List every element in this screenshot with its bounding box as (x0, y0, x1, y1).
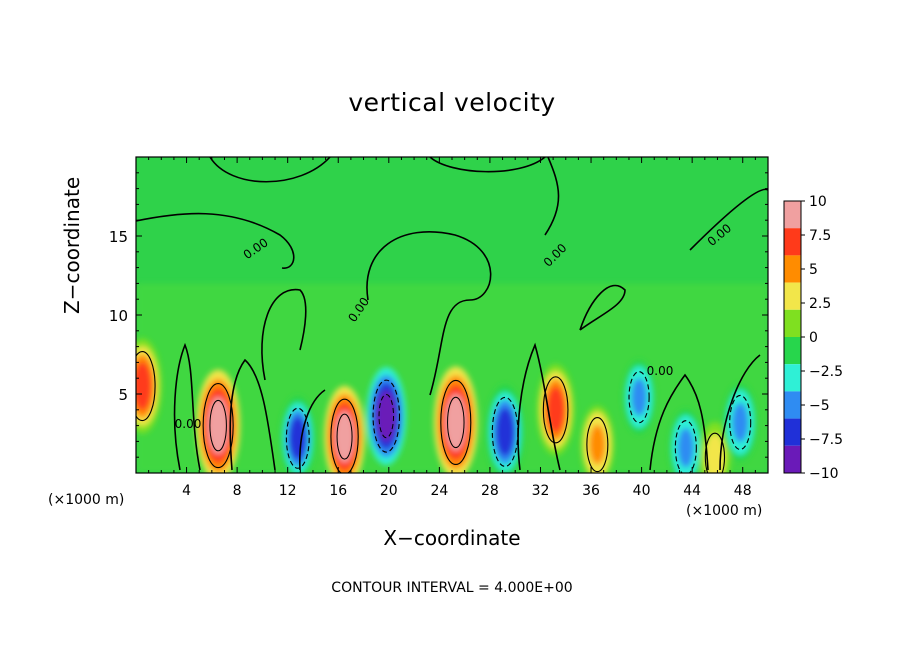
colorbar-swatch-1 (784, 228, 801, 256)
x-tick-label-6: 28 (481, 483, 499, 499)
x-axis-label: X−coordinate (383, 526, 521, 550)
heat-cell-4-3 (376, 391, 396, 442)
colorbar-swatch-7 (784, 391, 801, 419)
colorbar-label-6: −5 (809, 398, 830, 414)
x-unit-label-left: (×1000 m) (48, 492, 125, 508)
contour-feature-10 (674, 420, 697, 473)
y-axis-label: Z−coordinate (60, 176, 84, 314)
x-tick-label-10: 44 (683, 483, 701, 499)
colorbar-label-8: −10 (809, 466, 839, 482)
x-tick-label-5: 24 (430, 483, 448, 499)
contour-interval-note: CONTOUR INTERVAL = 4.000E+00 (331, 580, 573, 596)
chart-title: vertical velocity (348, 88, 556, 117)
contour-zero-13 (719, 354, 761, 471)
contour-zero-1 (209, 157, 331, 183)
colorbar-label-1: 7.5 (809, 228, 831, 244)
y-tick-label-1: 10 (109, 307, 128, 325)
colorbar: 10 7.5 5 2.5 0 −2.5 −5 −7.5 −10 (783, 194, 843, 482)
contour-feature-8 (586, 417, 609, 473)
contour-label-5: 0.00 (647, 364, 674, 378)
x-tick-label-8: 36 (582, 483, 600, 499)
y-tick-label-0: 5 (118, 386, 128, 404)
heat-cell-2-3 (289, 416, 307, 460)
x-tick-label-3: 16 (329, 483, 347, 499)
heat-cell-6-3 (495, 407, 515, 457)
colorbar-label-0: 10 (809, 194, 827, 210)
contour-zero-4 (689, 188, 768, 251)
x-tick-label-0: 4 (182, 483, 191, 499)
colorbar-swatch-5 (784, 337, 801, 365)
colorbar-swatch-3 (784, 282, 801, 310)
contour-feature-1 (202, 383, 234, 469)
contour-zero-2 (429, 157, 546, 173)
colorbar-label-7: −7.5 (809, 432, 843, 448)
colorbar-label-5: −2.5 (809, 364, 843, 380)
colorbar-swatch-2 (784, 255, 801, 283)
x-tick-label-11: 48 (734, 483, 752, 499)
contour-feature-4 (372, 379, 401, 453)
contour-feature-11 (704, 432, 726, 473)
contour-zero-5 (366, 231, 492, 396)
contour-zero-12 (649, 373, 709, 471)
contour-zero-8 (173, 342, 201, 471)
contour-feature-12 (729, 394, 752, 450)
colorbar-swatch-6 (784, 364, 801, 392)
contour-feature-9 (628, 371, 650, 424)
colorbar-swatch-0 (784, 201, 801, 229)
heat-cell-8-3 (589, 424, 606, 465)
x-tick-label-4: 20 (380, 483, 398, 499)
heat-cell-0-3 (136, 361, 152, 411)
y-tick-label-2: 15 (109, 228, 128, 246)
contour-zero-9 (229, 358, 276, 471)
heat-cell-11-3 (707, 439, 723, 473)
colorbar-swatch-4 (784, 309, 801, 337)
heat-cell-3-3 (334, 410, 355, 463)
contour-feature-5 (440, 379, 472, 465)
contour-feature-0 (136, 351, 156, 422)
heat-cell-7-3 (546, 386, 565, 434)
colorbar-label-2: 5 (809, 262, 818, 278)
heat-cell-12-3 (732, 402, 749, 443)
colorbar-swatch-8 (784, 418, 801, 446)
x-tick-label-9: 40 (633, 483, 651, 499)
contour-feature-6 (491, 396, 519, 467)
heat-cell-1-3 (207, 397, 229, 455)
contour-zero-6 (261, 288, 307, 381)
colorbar-swatch-9 (784, 445, 801, 473)
x-unit-label-right: (×1000 m) (686, 503, 763, 519)
contour-feature-3 (330, 398, 359, 473)
x-tick-label-1: 8 (233, 483, 242, 499)
heat-cell-5-3 (445, 393, 467, 452)
contour-inner-5 (447, 396, 465, 449)
contour-inner-3 (336, 413, 353, 460)
heat-cell-10-3 (677, 427, 694, 468)
colorbar-label-4: 0 (809, 330, 818, 346)
contour-zero-3 (544, 157, 560, 236)
heatmap-field (136, 157, 768, 473)
contour-inner-1 (209, 399, 227, 452)
contour-inner-4 (378, 394, 395, 439)
contour-feature-7 (542, 376, 569, 444)
x-tick-label-2: 12 (279, 483, 297, 499)
contour-zero-7 (579, 284, 626, 331)
contour-label-4: 0.00 (175, 417, 202, 431)
contour-zero-0 (136, 212, 295, 269)
colorbar-label-3: 2.5 (809, 296, 831, 312)
contour-feature-2 (285, 407, 310, 469)
heat-cell-9-3 (631, 378, 647, 417)
x-tick-label-7: 32 (532, 483, 550, 499)
